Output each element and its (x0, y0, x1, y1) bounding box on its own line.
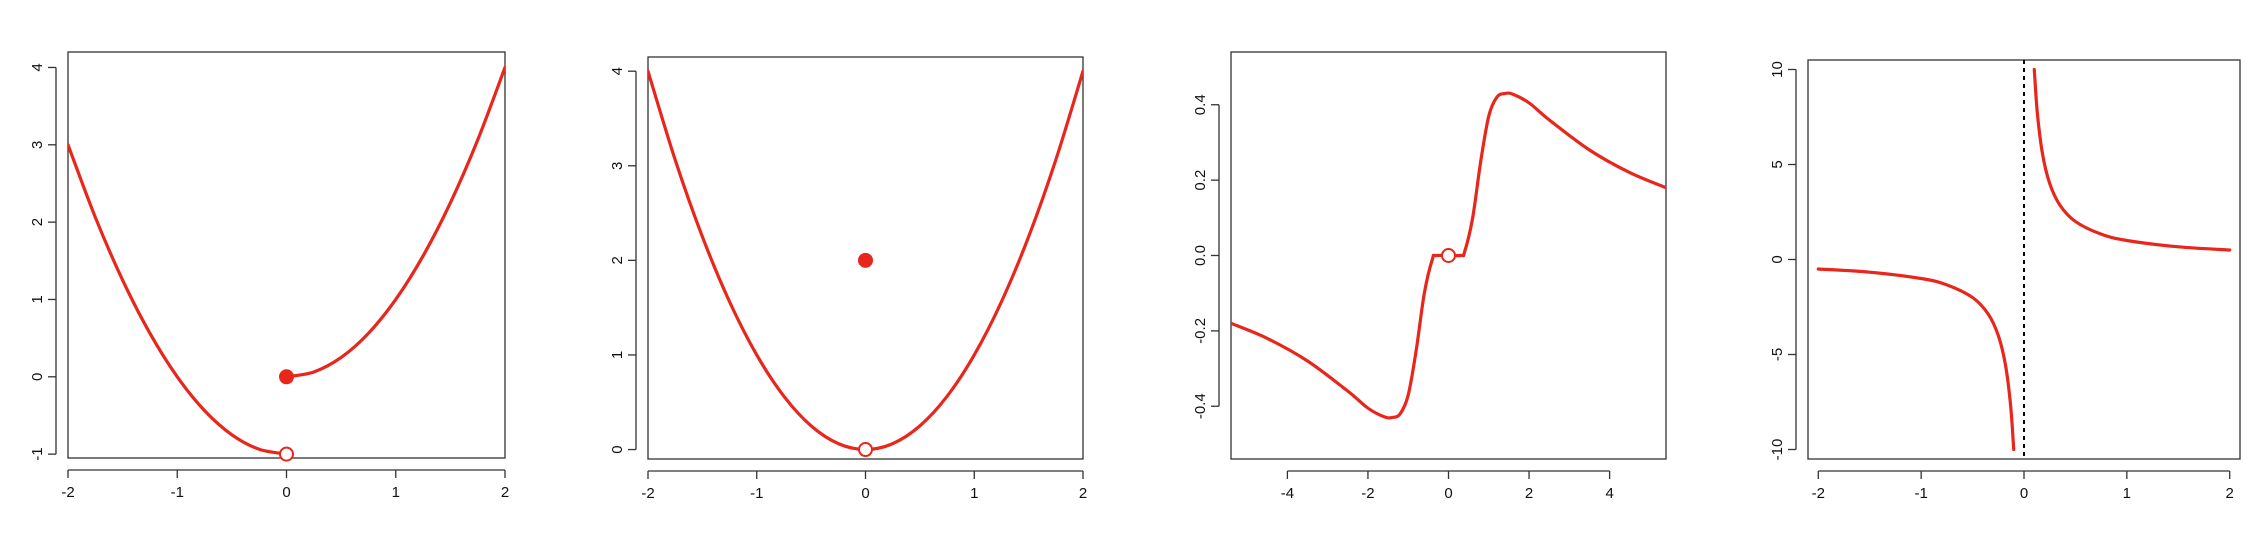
x-tick-label: -1 (171, 484, 184, 501)
y-tick-label: -5 (1769, 348, 1786, 361)
plot-frame (1230, 51, 1667, 460)
y-tick-label: 1 (609, 351, 626, 359)
x-tick-label: 2 (1525, 485, 1533, 502)
chart-1: -2 -1 0 1 2 -1 0 1 2 3 4 (29, 51, 509, 501)
y-tick-label: 4 (609, 67, 626, 75)
x-tick-label: 2 (1079, 485, 1087, 502)
y-tick-label: 1 (29, 295, 46, 303)
y-tick-label: 0.0 (1192, 245, 1209, 266)
x-tick-label: -2 (61, 484, 74, 501)
x-tick-label: 1 (970, 485, 978, 502)
x-tick-label: 0 (282, 484, 290, 501)
x-tick-label: -1 (750, 485, 763, 502)
filled-point (279, 369, 294, 385)
open-point (858, 442, 873, 458)
x-tick-label: 0 (861, 485, 869, 502)
series-line-2 (2032, 67, 2232, 252)
x-tick-label: -2 (641, 485, 654, 502)
plot-frame (647, 56, 1084, 460)
y-tick-label: -1 (29, 447, 46, 460)
x-tick-label: -1 (1914, 485, 1927, 502)
y-tick-label: 0.2 (1192, 170, 1209, 191)
y-tick-label: 2 (29, 218, 46, 226)
y-tick-label: 5 (1769, 160, 1786, 168)
y-tick-label: 3 (609, 162, 626, 170)
chart-3: -4 -2 0 2 4 -0.4 -0.2 0.0 0.2 0.4 (1192, 51, 1667, 502)
x-tick-label: 2 (501, 484, 509, 501)
series-line-2 (284, 65, 505, 379)
y-tick-label: 10 (1769, 61, 1786, 78)
y-tick-label: -10 (1769, 439, 1786, 461)
x-tick-label: 0 (1444, 485, 1452, 502)
y-tick-label: -0.4 (1192, 393, 1209, 419)
x-tick-label: -4 (1281, 485, 1294, 502)
plot-frame (67, 51, 506, 459)
y-tick-label: 0.4 (1192, 94, 1209, 115)
y-tick-label: 0 (1769, 255, 1786, 263)
open-point (1441, 248, 1456, 263)
y-tick-label: 0 (29, 373, 46, 381)
x-tick-label: -2 (1361, 485, 1374, 502)
y-tick-label: 0 (609, 445, 626, 453)
x-tick-label: 2 (2226, 485, 2234, 502)
x-tick-label: 1 (392, 484, 400, 501)
x-tick-label: 4 (1605, 485, 1613, 502)
filled-point (858, 252, 873, 268)
chart-2: -2 -1 0 1 2 0 1 2 3 4 (609, 56, 1087, 502)
series-line-1 (68, 143, 289, 456)
y-tick-label: 3 (29, 141, 46, 149)
y-tick-label: 2 (609, 256, 626, 264)
y-tick-label: 4 (29, 63, 46, 71)
open-point (279, 446, 294, 462)
series-line-1 (1816, 267, 2016, 452)
x-tick-label: -2 (1812, 485, 1825, 502)
y-tick-label: -0.2 (1192, 318, 1209, 344)
x-tick-label: 0 (2020, 485, 2028, 502)
x-tick-label: 1 (2123, 485, 2131, 502)
